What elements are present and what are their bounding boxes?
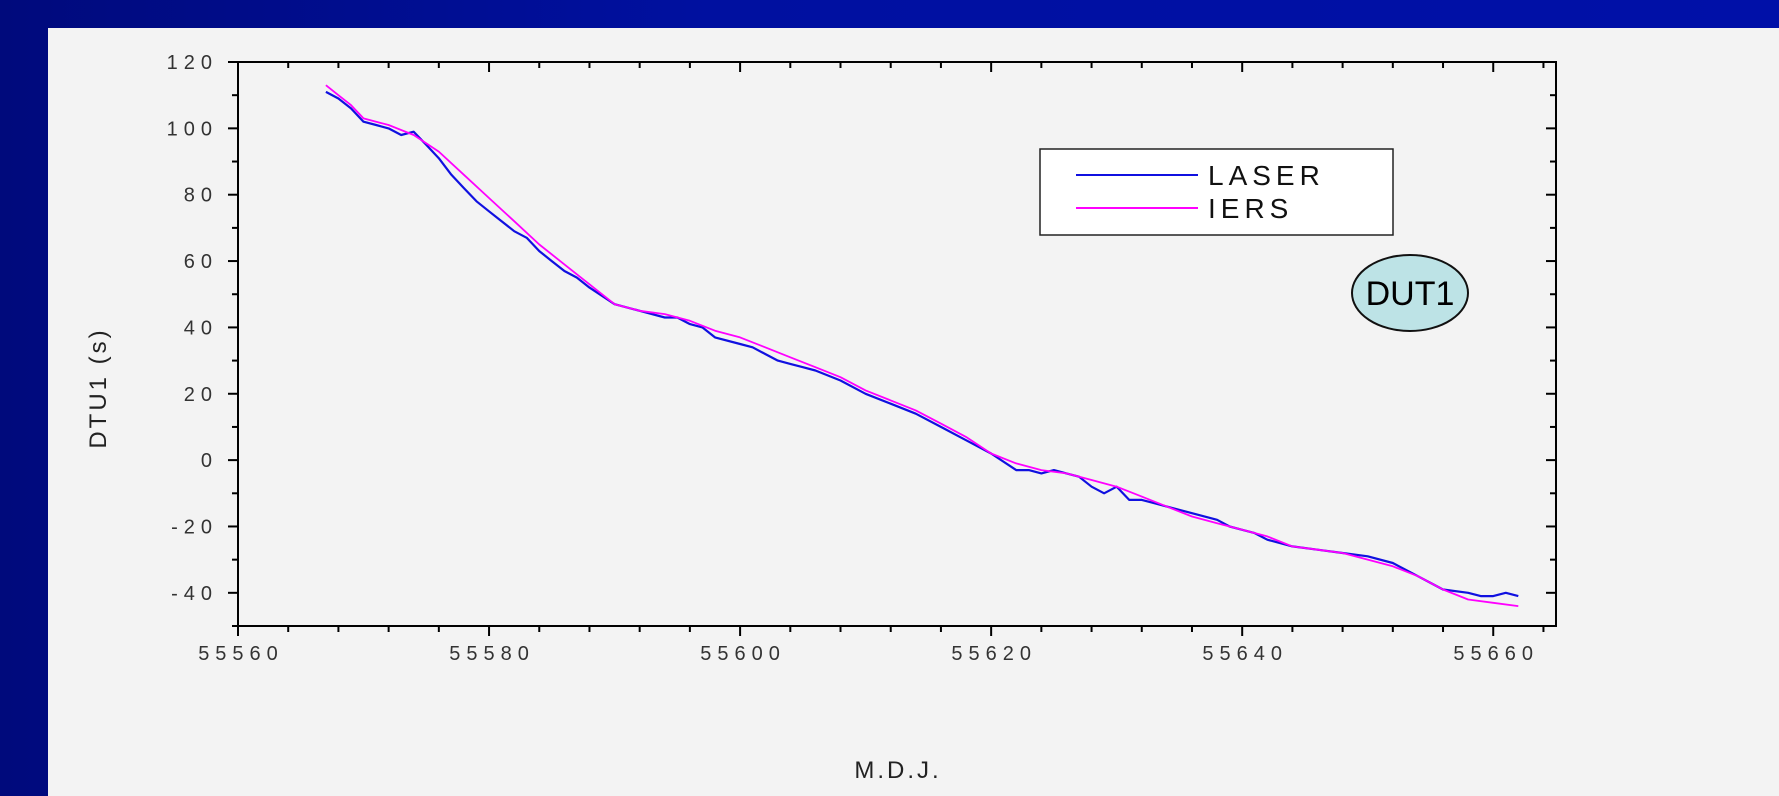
x-tick-label: 55580 xyxy=(449,643,535,665)
series-layer xyxy=(325,84,1519,607)
dut1-chart: 55560 55580 55600 55620 55640 55660 -40 -20 0 20 4… xyxy=(85,52,1557,784)
y-tick-label: 80 xyxy=(184,185,218,207)
x-tick-label: 55620 xyxy=(951,643,1037,665)
plot-frame xyxy=(237,61,1557,627)
y-axis-label: DTU1 (s) xyxy=(85,327,112,448)
x-tick-label: 55600 xyxy=(700,643,786,665)
y-tick-label: 0 xyxy=(201,450,218,472)
legend-label-iers: IERS xyxy=(1208,193,1293,224)
x-tick-label: 55660 xyxy=(1453,643,1539,665)
badge-label: DUT1 xyxy=(1366,275,1455,313)
series-line-iers xyxy=(325,84,1519,607)
x-tick-label: 55640 xyxy=(1202,643,1288,665)
y-tick-label: 20 xyxy=(184,384,218,406)
chart-panel: 55560 55580 55600 55620 55640 55660 -40 -20 0 20 4… xyxy=(48,28,1779,796)
y-tick-label: -20 xyxy=(171,516,218,538)
y-tick-label: 100 xyxy=(167,118,218,140)
legend-box xyxy=(1039,148,1394,236)
y-tick-label: 40 xyxy=(184,317,218,339)
y-tick-label: 120 xyxy=(167,52,218,74)
x-axis-label: M.D.J. xyxy=(854,757,941,784)
x-tick-label: 55560 xyxy=(198,643,284,665)
series-line-laser xyxy=(325,90,1519,598)
y-tick-label: -40 xyxy=(171,583,218,605)
legend-label-laser: LASER xyxy=(1208,160,1325,191)
dut1-badge: DUT1 xyxy=(1351,254,1469,332)
y-tick-label: 60 xyxy=(184,251,218,273)
axes: 55560 55580 55600 55620 55640 55660 -40 -20 0 20 4… xyxy=(167,52,1557,665)
badge-ellipse xyxy=(1351,254,1469,332)
legend: LASER IERS xyxy=(1039,148,1394,236)
